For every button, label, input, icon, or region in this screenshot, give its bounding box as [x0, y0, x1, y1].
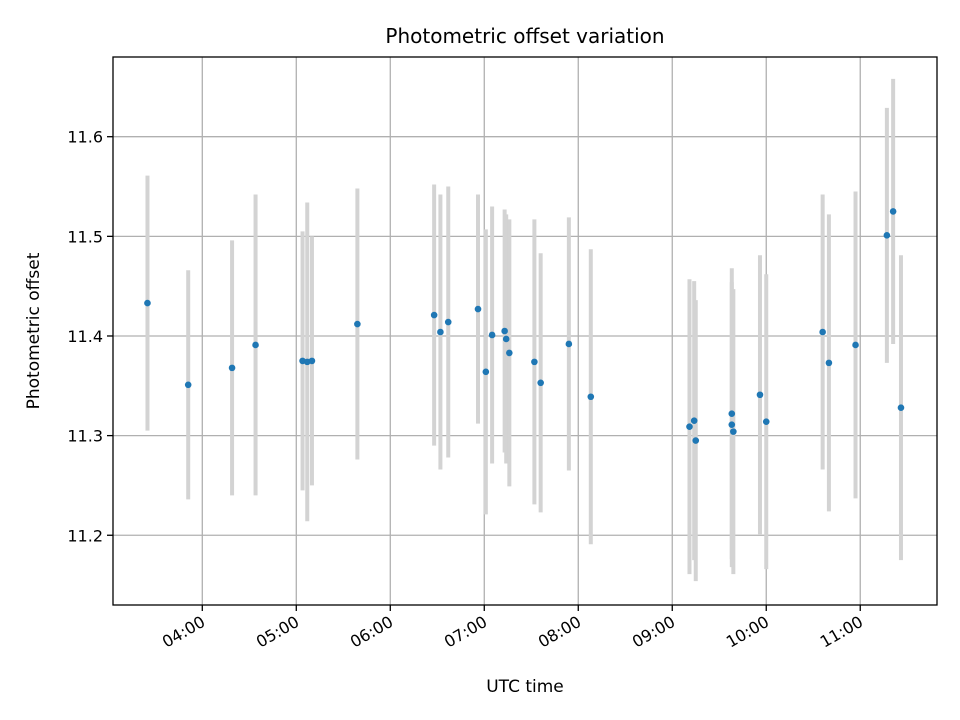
data-point — [501, 327, 508, 335]
data-point — [565, 340, 573, 348]
data-point — [692, 437, 700, 444]
y-tick-label: 11.6 — [67, 128, 103, 147]
plot-frame — [112, 56, 938, 606]
data-point — [184, 381, 192, 389]
data-point — [482, 368, 490, 376]
data-point — [897, 404, 905, 412]
data-point — [728, 421, 736, 428]
data-point — [852, 341, 859, 349]
grid — [113, 57, 937, 605]
data-point — [730, 428, 737, 435]
data-point — [488, 331, 496, 339]
data-point — [537, 379, 544, 387]
y-tick-label: 11.4 — [67, 327, 103, 346]
data-point — [308, 357, 316, 365]
data-point — [587, 393, 595, 401]
data-point — [228, 364, 236, 372]
data-point — [728, 410, 736, 417]
data-point — [762, 418, 770, 425]
x-axis-title: UTC time — [486, 677, 564, 697]
data-points — [144, 208, 905, 444]
data-point — [825, 359, 833, 367]
data-point — [756, 391, 764, 399]
data-point — [354, 320, 361, 328]
y-tick-label: 11.3 — [67, 427, 103, 446]
data-point — [437, 328, 444, 336]
data-point — [686, 423, 693, 430]
data-point — [819, 328, 826, 336]
data-point — [531, 358, 538, 366]
data-point — [502, 335, 510, 343]
data-point — [144, 299, 151, 307]
y-tick-label: 11.2 — [67, 526, 103, 545]
data-point — [883, 232, 891, 239]
y-tick-label: 11.5 — [67, 227, 103, 246]
y-axis: 11.2 11.3 11.4 11.5 11.6 — [67, 128, 113, 545]
data-point — [444, 318, 452, 326]
chart-title: Photometric offset variation — [385, 24, 664, 48]
data-point — [690, 417, 698, 424]
data-point — [889, 208, 897, 215]
data-point — [474, 305, 482, 313]
data-point — [506, 349, 513, 357]
data-point — [252, 341, 259, 349]
data-point — [430, 311, 438, 319]
y-axis-title: Photometric offset — [24, 252, 44, 409]
